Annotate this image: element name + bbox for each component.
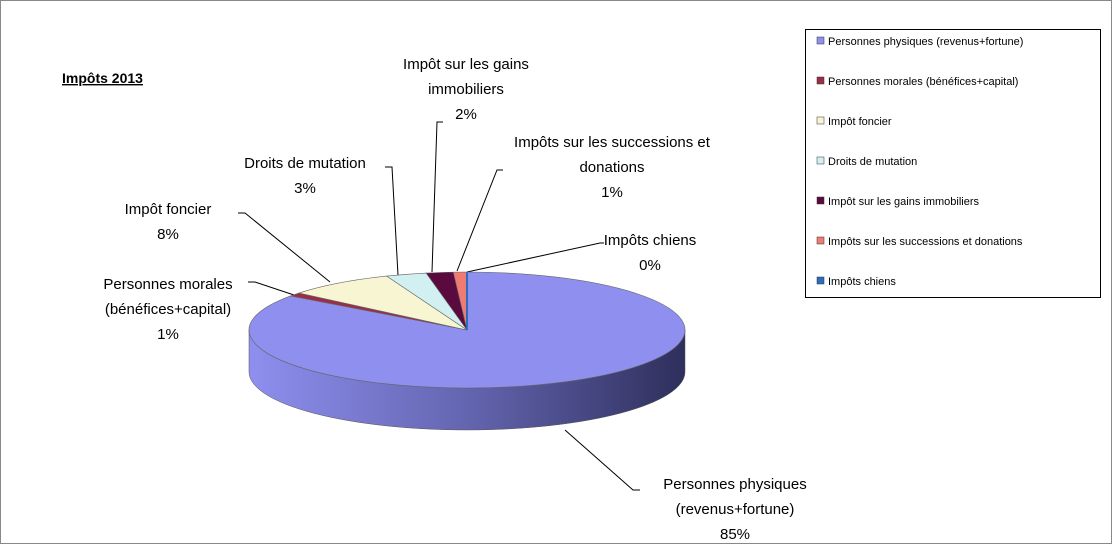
data-label-value: 2% — [455, 106, 477, 123]
leader-line — [431, 121, 443, 273]
legend-box — [805, 29, 1101, 298]
data-label-name: Droits de mutation — [244, 155, 366, 172]
legend-swatch — [816, 236, 825, 245]
legend-label: Impôt sur les gains immobiliers — [828, 196, 979, 208]
data-label: Impôts sur les successions et donations 1… — [502, 130, 722, 205]
chart-title: Impôts 2013 — [62, 70, 143, 86]
data-label-name: Personnes morales (bénéfices+capital) — [103, 276, 233, 318]
leader-line — [456, 169, 503, 272]
legend-swatch — [816, 196, 825, 205]
legend-label: Personnes physiques (revenus+fortune) — [828, 36, 1023, 48]
data-label-value: 1% — [157, 326, 179, 343]
data-label-value: 0% — [639, 257, 661, 274]
legend-label: Droits de mutation — [828, 156, 917, 168]
data-label-name: Personnes physiques (revenus+fortune) — [663, 476, 807, 518]
data-label: Impôt sur les gains immobiliers 2% — [366, 52, 566, 127]
legend-swatch — [816, 156, 825, 165]
slice — [297, 275, 468, 331]
data-label-value: 1% — [601, 184, 623, 201]
legend-label: Impôt foncier — [828, 116, 892, 128]
data-label-name: Impôts chiens — [603, 232, 697, 249]
leader-line — [238, 212, 331, 283]
legend-swatch — [816, 36, 825, 45]
data-label: Impôts chiens 0% — [570, 228, 730, 278]
data-label: Impôt foncier 8% — [98, 197, 238, 247]
data-label: Personnes morales (bénéfices+capital) 1% — [78, 272, 258, 347]
leader-lines — [238, 121, 640, 491]
data-label-value: 3% — [294, 180, 316, 197]
data-label: Personnes physiques (revenus+fortune) 85% — [625, 472, 845, 544]
leader-line — [248, 281, 301, 298]
legend-swatch — [816, 116, 825, 125]
legend-label: Impôts sur les successions et donations — [828, 236, 1023, 248]
legend-label: Impôts chiens — [828, 276, 896, 288]
data-label-value: 85% — [719, 526, 751, 543]
leader-line — [466, 242, 604, 273]
data-label-name: Impôt sur les gains immobiliers — [403, 56, 529, 98]
data-label-value: 8% — [157, 226, 179, 243]
legend-swatch — [816, 76, 825, 85]
data-label: Droits de mutation 3% — [220, 151, 390, 201]
leader-line — [564, 429, 640, 491]
leader-line — [385, 166, 399, 276]
legend-swatch — [816, 276, 825, 285]
data-label-name: Impôts sur les successions et donations — [514, 134, 710, 176]
pie-tops — [248, 271, 686, 389]
data-label-name: Impôt foncier — [124, 201, 212, 218]
legend-label: Personnes morales (bénéfices+capital) — [828, 76, 1018, 88]
